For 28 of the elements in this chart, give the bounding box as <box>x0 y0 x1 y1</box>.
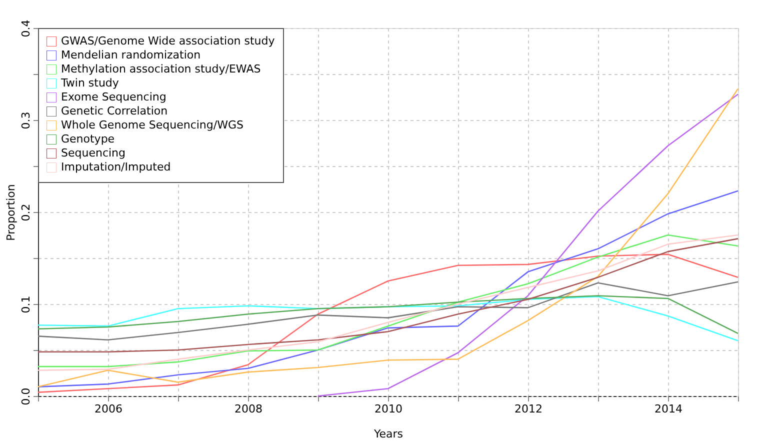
y-tick-label: 0.1 <box>20 296 32 314</box>
x-tick-label: 2008 <box>234 402 262 416</box>
line-series <box>37 254 739 393</box>
line-series <box>37 281 739 341</box>
legend-label: Genetic Correlation <box>61 104 168 118</box>
line-series <box>37 295 739 334</box>
line-series <box>37 190 739 388</box>
x-tick-label: 2012 <box>514 402 542 416</box>
x-tick-label: 2014 <box>654 402 682 416</box>
x-tick-label: 2006 <box>94 402 122 416</box>
y-axis-title: Proportion <box>4 184 18 241</box>
legend-label: Whole Genome Sequencing/WGS <box>61 118 244 132</box>
legend-label: Genotype <box>61 132 115 146</box>
legend-label: Mendelian randomization <box>61 48 201 62</box>
legend-label: Twin study <box>60 76 120 90</box>
y-tick-label: 0.3 <box>20 112 32 130</box>
line-series <box>37 88 739 388</box>
legend-label: Methylation association study/EWAS <box>61 62 261 76</box>
y-tick-label: 0.4 <box>20 20 32 38</box>
y-tick-label: 0.2 <box>20 204 32 222</box>
legend-label: Exome Sequencing <box>61 90 166 104</box>
legend-label: Sequencing <box>61 146 126 160</box>
x-tick-label: 2010 <box>374 402 402 416</box>
line-series <box>317 94 739 397</box>
legend-label: Imputation/Imputed <box>61 160 171 174</box>
legend-label: GWAS/Genome Wide association study <box>61 34 276 48</box>
y-tick-label: 0.0 <box>20 388 32 406</box>
x-axis-title: Years <box>372 428 404 440</box>
